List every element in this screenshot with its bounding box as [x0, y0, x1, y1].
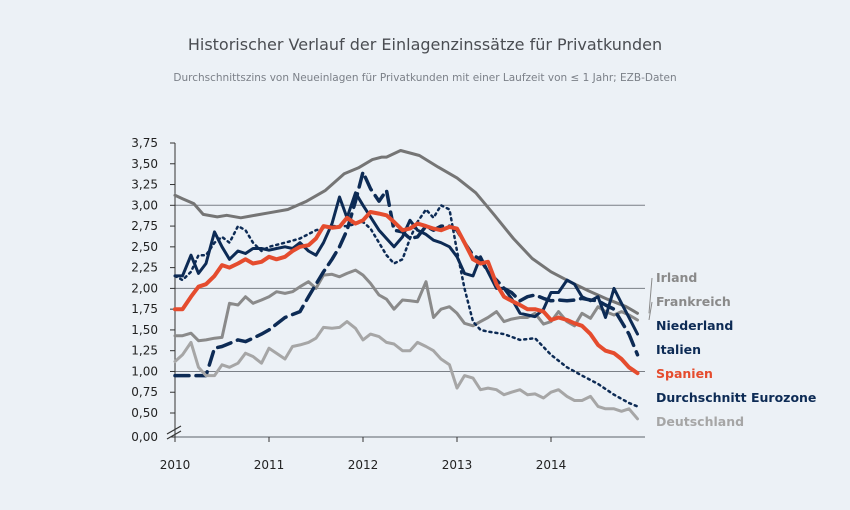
y-tick-label: 1,25	[131, 344, 158, 358]
y-tick-label: 0,50	[131, 406, 158, 420]
series-line-frankreich	[173, 268, 639, 343]
series-line-deutschland	[173, 320, 639, 421]
series-label: Durchschnitt Eurozone	[656, 390, 816, 405]
x-tick-label: 2010	[160, 458, 191, 472]
y-tick-label: 3,25	[131, 178, 158, 192]
x-tick-label: 2014	[536, 458, 567, 472]
y-tick-label: 0,75	[131, 385, 158, 399]
y-tick-label: 3,00	[131, 198, 158, 212]
label-connector	[648, 301, 653, 321]
chart-subtitle: Durchschnittszins von Neueinlagen für Pr…	[173, 72, 677, 84]
series-line-durchschnitt-eurozone	[173, 210, 640, 376]
y-tick-label: 1,75	[131, 302, 158, 316]
y-tick-label: 2,25	[131, 261, 158, 275]
series-line-niederland	[173, 191, 639, 336]
y-tick-label: 2,50	[131, 240, 158, 254]
series-label: Frankreich	[656, 294, 731, 309]
series-line-irland	[173, 149, 639, 315]
x-tick-label: 2012	[348, 458, 379, 472]
y-tick-label: 1,50	[131, 323, 158, 337]
series-line-spanien	[173, 204, 639, 408]
y-tick-label: 1,00	[131, 364, 158, 378]
series-label: Irland	[656, 270, 697, 285]
y-tick-label: 0,00	[131, 430, 158, 444]
series-label: Niederland	[656, 318, 733, 333]
x-tick-label: 2011	[254, 458, 285, 472]
series-label: Italien	[656, 342, 701, 357]
label-connector	[648, 277, 653, 314]
series-line-italien	[173, 170, 640, 378]
series-label: Deutschland	[656, 414, 744, 429]
axis-break-mark	[166, 425, 182, 440]
x-tick-label: 2013	[442, 458, 473, 472]
series-label: Spanien	[656, 366, 713, 381]
y-tick-label: 2,75	[131, 219, 158, 233]
y-tick-label: 3,50	[131, 157, 158, 171]
y-tick-label: 3,75	[131, 136, 158, 150]
y-tick-label: 2,00	[131, 281, 158, 295]
chart-title: Historischer Verlauf der Einlagenzinssät…	[187, 35, 663, 54]
